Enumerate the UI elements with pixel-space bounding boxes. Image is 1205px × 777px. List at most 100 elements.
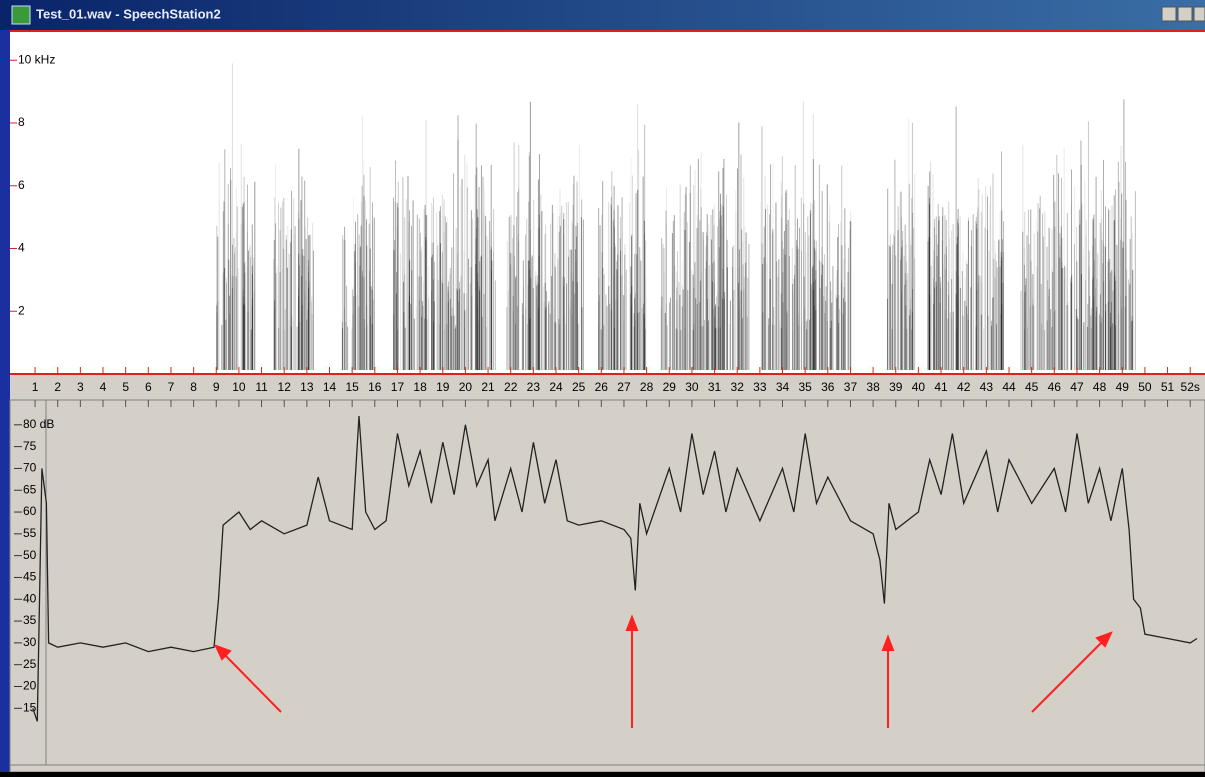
spectral-streak — [345, 286, 347, 370]
spectral-streak — [275, 273, 277, 370]
spectral-streak — [554, 252, 556, 370]
spectral-streak — [305, 239, 307, 370]
spectral-streak — [769, 214, 771, 370]
spectral-streak — [929, 294, 931, 370]
spectral-streak — [1020, 290, 1022, 370]
minimize-button[interactable] — [1161, 6, 1177, 22]
spectral-streak — [643, 220, 645, 370]
spectral-streak — [479, 290, 481, 370]
spectral-streak — [1060, 226, 1062, 370]
spectral-streak — [362, 270, 364, 370]
spectral-streak — [459, 186, 461, 370]
spectral-streak — [773, 307, 775, 370]
spectral-streak — [619, 238, 621, 370]
spectral-streak — [1078, 204, 1080, 370]
maximize-button[interactable] — [1177, 6, 1193, 22]
spectral-streak — [1024, 291, 1026, 370]
spectral-streak — [344, 226, 346, 370]
spectral-streak — [253, 257, 255, 370]
spectral-streak — [563, 213, 565, 370]
spectral-streak — [475, 123, 477, 370]
spectral-streak — [1074, 185, 1076, 370]
spectral-streak — [1111, 270, 1113, 370]
spectral-streak — [466, 294, 468, 370]
x-tick-label: 44 — [1002, 380, 1016, 394]
spectral-streak — [290, 229, 292, 370]
spectral-streak — [672, 221, 674, 370]
spectral-streak — [701, 231, 703, 370]
spectral-streak — [1092, 245, 1094, 370]
close-button[interactable] — [1193, 6, 1205, 22]
spectral-streak — [476, 167, 478, 370]
spectral-streak — [558, 231, 560, 370]
spectral-streak — [976, 289, 978, 370]
spectral-streak — [606, 305, 608, 370]
spectral-streak — [563, 234, 565, 370]
spectral-streak — [447, 286, 449, 370]
spectral-streak — [1113, 220, 1115, 370]
spectral-streak — [631, 236, 633, 370]
spectral-streak — [785, 223, 787, 370]
spectral-streak — [746, 316, 748, 370]
spectral-streak — [1131, 232, 1133, 370]
spectral-streak — [637, 313, 639, 370]
spectral-streak — [352, 286, 354, 370]
spectral-streak — [836, 298, 838, 370]
spectral-streak — [421, 301, 423, 370]
spectral-streak — [1130, 216, 1132, 370]
spectral-streak — [844, 301, 846, 370]
spectral-streak — [242, 289, 244, 370]
spectral-streak — [598, 295, 600, 370]
x-tick-label: 12 — [278, 380, 292, 394]
spectral-streak — [937, 204, 939, 370]
x-tick-label: 40 — [912, 380, 926, 394]
spectral-streak — [481, 255, 483, 370]
spectral-streak — [784, 190, 786, 370]
spectral-streak — [598, 300, 600, 370]
spectral-streak — [839, 308, 841, 370]
spectral-streak — [1000, 260, 1002, 370]
spectral-streak — [841, 245, 843, 370]
spectral-streak — [908, 183, 910, 370]
spectral-streak — [225, 282, 227, 370]
spectral-streak — [696, 304, 698, 370]
spectral-streak — [1026, 327, 1028, 370]
spectral-streak — [1041, 324, 1043, 370]
spectral-streak — [999, 211, 1001, 370]
spectral-streak — [242, 203, 244, 370]
x-tick-label: 32 — [731, 380, 745, 394]
spectral-streak — [409, 295, 411, 370]
spectral-streak — [601, 214, 603, 370]
spectral-streak — [970, 287, 972, 370]
spectral-streak — [975, 216, 977, 370]
spectral-streak — [396, 226, 398, 370]
spectral-streak — [217, 300, 219, 370]
spectral-streak — [840, 280, 842, 370]
spectral-streak — [559, 189, 561, 370]
spectral-streak — [1071, 283, 1073, 370]
spectral-streak — [951, 318, 953, 370]
spectral-streak — [1046, 246, 1048, 370]
window-title: Test_01.wav - SpeechStation2 — [36, 6, 221, 21]
spectral-streak — [451, 316, 453, 370]
spectral-streak — [559, 225, 561, 370]
spectral-streak — [445, 222, 447, 370]
spectral-streak — [232, 275, 234, 370]
spectral-streak — [410, 225, 412, 370]
spectral-streak — [403, 312, 405, 370]
arrow-head — [625, 614, 639, 631]
spectral-streak — [687, 290, 689, 370]
spectral-streak — [439, 206, 441, 370]
spectral-streak — [555, 322, 557, 370]
spectral-streak — [600, 329, 602, 370]
spectral-streak — [511, 253, 513, 370]
spectral-streak — [478, 187, 480, 370]
spectral-streak — [514, 323, 516, 370]
spectral-streak — [1101, 240, 1103, 370]
spectral-streak — [288, 320, 290, 370]
spectral-streak — [516, 306, 518, 370]
spectral-streak — [967, 314, 969, 370]
spectral-streak — [788, 256, 790, 370]
spectral-streak — [661, 296, 663, 370]
spectral-streak — [1092, 279, 1094, 370]
